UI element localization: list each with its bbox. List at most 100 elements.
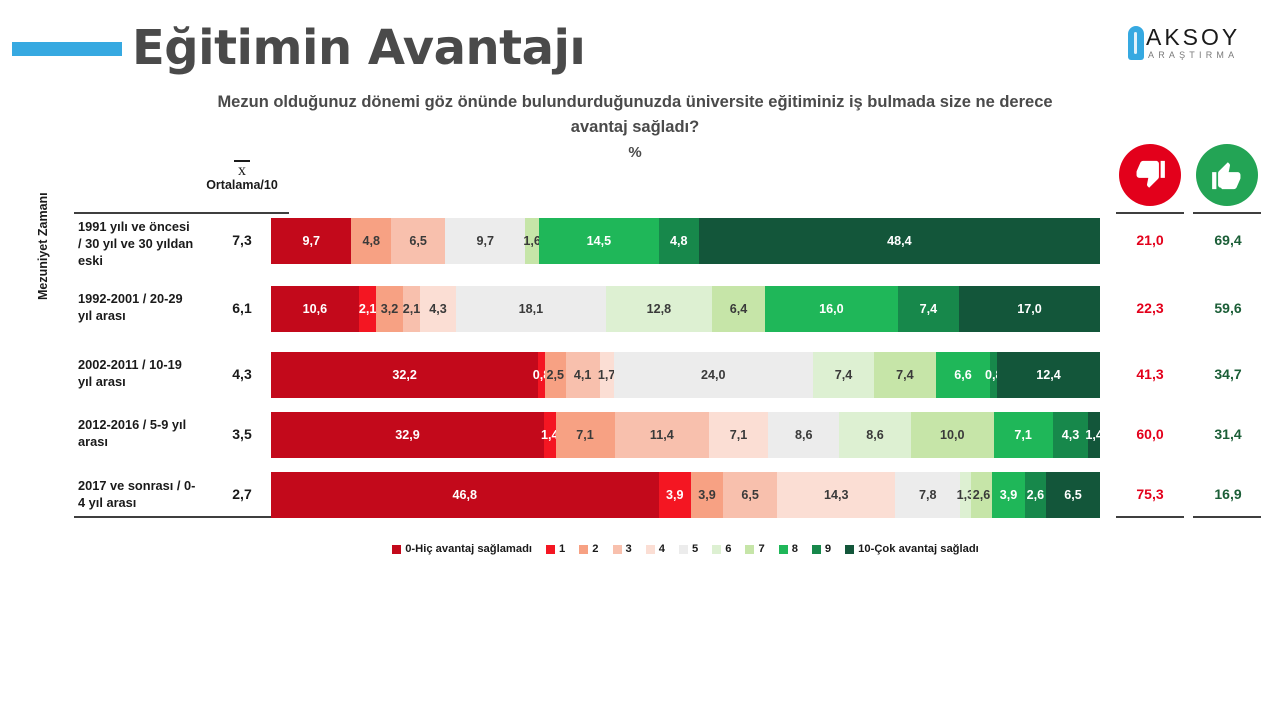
legend-swatch: [546, 544, 556, 554]
bar-segment[interactable]: 10,6: [271, 286, 359, 332]
bar-segment-value: 7,1: [1014, 428, 1032, 442]
bar-segment[interactable]: 9,7: [445, 218, 526, 264]
bar-segment[interactable]: 2,1: [403, 286, 420, 332]
legend-item[interactable]: 5: [678, 543, 699, 555]
bar-segment[interactable]: 48,4: [698, 218, 1100, 264]
bar-segment[interactable]: 2,5: [544, 352, 566, 398]
bar-segment-value: 2,5: [546, 368, 564, 382]
row-negative-total: 41,3: [1136, 366, 1164, 382]
bar-segment[interactable]: 6,5: [391, 218, 446, 264]
bar-segment[interactable]: 18,1: [455, 286, 606, 332]
stacked-bar[interactable]: 32,9 1,4 7,1 11,4 7,1 8,6 8,6 10,0 7,1 4,3 1,4: [271, 412, 1100, 458]
bar-segment[interactable]: 12,4: [997, 352, 1100, 398]
bar-segment[interactable]: 12,8: [605, 286, 712, 332]
bar-segment[interactable]: 6,4: [711, 286, 766, 332]
stacked-bar[interactable]: 9,7 4,8 6,5 9,7 1,6 14,5 4,8 48,4: [271, 218, 1100, 264]
bar-segment[interactable]: 8,6: [768, 412, 840, 458]
bar-segment[interactable]: 6,6: [935, 352, 991, 398]
bar-segment[interactable]: 3,2: [376, 286, 403, 332]
legend-label: 10-Çok avantaj sağladı: [858, 543, 979, 555]
bar-segment-value: 3,2: [380, 302, 399, 316]
bar-segment[interactable]: 2,6: [970, 472, 993, 518]
legend-swatch: [392, 544, 402, 554]
bar-segment[interactable]: 3,9: [992, 472, 1025, 518]
legend-item[interactable]: 4: [645, 543, 665, 555]
legend-label: 1: [559, 543, 566, 555]
bar-segment[interactable]: 7,4: [897, 286, 959, 332]
legend-item[interactable]: 0-Hiç avantaj sağlamadı: [392, 543, 532, 555]
bar-segment[interactable]: 4,8: [658, 218, 699, 264]
bar-segment-value: 7,1: [729, 428, 748, 442]
bar-segment[interactable]: 11,4: [614, 412, 710, 458]
bar-segment[interactable]: 7,4: [874, 352, 936, 398]
bar-segment[interactable]: 32,9: [271, 412, 544, 458]
bar-segment[interactable]: 2,6: [1024, 472, 1047, 518]
bar-segment-value: 2,6: [972, 488, 991, 502]
logo-tagline: ARAŞTIRMA: [1148, 50, 1239, 60]
bar-segment-value: 4,1: [573, 368, 592, 382]
bar-segment[interactable]: 3,9: [658, 472, 691, 518]
bar-segment[interactable]: 1,4: [1085, 412, 1100, 458]
legend-item[interactable]: 2: [579, 543, 599, 555]
legend-item[interactable]: 8: [778, 543, 798, 555]
legend-item[interactable]: 10-Çok avantaj sağladı: [845, 543, 979, 555]
bar-segment[interactable]: 2,1: [359, 286, 376, 332]
bar-segment[interactable]: 8,6: [839, 412, 911, 458]
bar-segment-value: 7,4: [919, 302, 938, 316]
bar-segment[interactable]: 7,1: [993, 412, 1053, 458]
bar-segment[interactable]: 14,5: [538, 218, 659, 264]
bar-segment[interactable]: 6,5: [1046, 472, 1100, 518]
bar-segment-value: 8,6: [866, 428, 884, 442]
bar-segment[interactable]: 14,3: [777, 472, 896, 518]
bar-segment[interactable]: 0,8: [985, 352, 1002, 398]
bar-segment[interactable]: 6,5: [723, 472, 777, 518]
bar-segment[interactable]: 32,2: [271, 352, 539, 398]
bar-segment[interactable]: 3,9: [690, 472, 724, 518]
bar-segment-value: 32,2: [392, 368, 417, 382]
stacked-bar[interactable]: 46,8 3,9 3,9 6,5 14,3 7,8 1,3 2,6 3,9 2,6 6,5: [271, 472, 1100, 518]
bar-segment[interactable]: 10,0: [910, 412, 994, 458]
bar-segment[interactable]: 46,8: [271, 472, 659, 518]
bar-segment[interactable]: 7,8: [895, 472, 961, 518]
legend-item[interactable]: 9: [811, 543, 831, 555]
bar-segment[interactable]: 7,4: [812, 352, 875, 398]
bar-segment-value: 7,1: [576, 428, 594, 442]
stacked-bar[interactable]: 10,6 2,1 3,2 2,1 4,3 18,1 12,8 6,4 16,0 7,4 17,0: [271, 286, 1100, 332]
legend-label: 5: [691, 543, 699, 555]
legend-item[interactable]: 7: [745, 543, 765, 555]
bar-segment[interactable]: 1,7: [598, 352, 615, 398]
bar-segment-value: 4,3: [429, 302, 447, 316]
legend-label: 2: [592, 543, 599, 555]
bar-segment[interactable]: 4,3: [420, 286, 456, 332]
bar-segment[interactable]: 1,6: [523, 218, 541, 264]
bar-segment[interactable]: 7,1: [709, 412, 769, 458]
legend-item[interactable]: 1: [546, 543, 565, 555]
row-negative-total: 21,0: [1136, 232, 1164, 248]
bar-segment[interactable]: 24,0: [613, 352, 813, 398]
bar-segment[interactable]: 17,0: [959, 286, 1100, 332]
stacked-bar[interactable]: 32,2 0,8 2,5 4,1 1,7 24,0 7,4 7,4 6,6 0,8 12,4: [271, 352, 1100, 398]
row-negative-total: 60,0: [1136, 426, 1164, 442]
row-category-label: 2012-2016 / 5-9 yıl arası: [78, 417, 187, 449]
bar-segment[interactable]: 0,8: [533, 352, 550, 398]
bar-segment[interactable]: 9,7: [271, 218, 352, 264]
bar-segment[interactable]: 1,3: [957, 472, 974, 518]
legend-item[interactable]: 6: [712, 543, 731, 555]
bar-segment-value: 11,4: [649, 428, 674, 442]
bar-segment[interactable]: 1,4: [541, 412, 559, 458]
bar-segment[interactable]: 16,0: [765, 286, 898, 332]
bar-segment[interactable]: 4,1: [565, 352, 600, 398]
bar-segment-value: 48,4: [887, 234, 912, 248]
row-negative-total: 22,3: [1136, 300, 1164, 316]
bar-segment[interactable]: 4,3: [1052, 412, 1089, 458]
bar-segment-value: 8,6: [794, 428, 813, 442]
bar-segment-value: 9,7: [302, 234, 320, 248]
bar-segment-value: 7,4: [896, 368, 914, 382]
bar-segment[interactable]: 7,1: [555, 412, 615, 458]
bar-segment[interactable]: 4,8: [351, 218, 392, 264]
legend-swatch: [778, 544, 788, 554]
row-average-value: 2,7: [232, 486, 252, 502]
legend-item[interactable]: 3: [612, 543, 632, 555]
row-positive-total: 34,7: [1214, 366, 1242, 382]
legend-swatch: [811, 544, 821, 554]
